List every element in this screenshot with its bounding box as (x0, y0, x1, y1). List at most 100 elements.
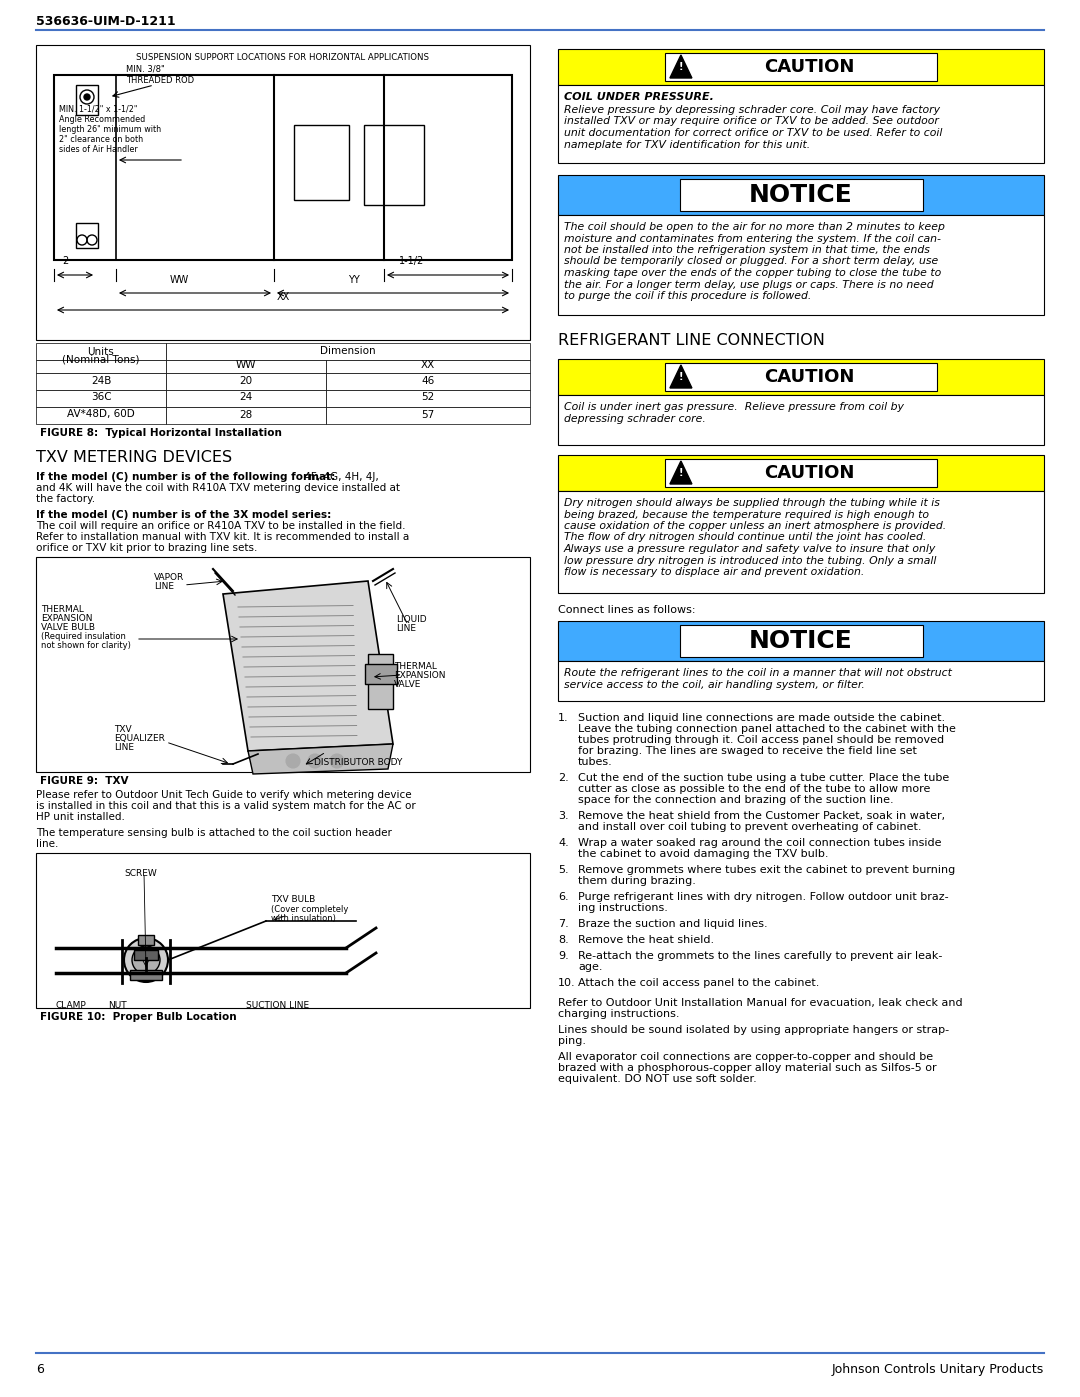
Text: 1-1/2: 1-1/2 (399, 256, 424, 265)
Bar (558, 215, 1044, 314)
Text: 9.: 9. (558, 951, 569, 961)
Text: The temperature sensing bulb is attached to the coil suction header: The temperature sensing bulb is attached… (36, 828, 392, 838)
Bar (36, 854, 530, 1009)
Text: YY: YY (348, 275, 360, 285)
Text: TXV: TXV (114, 725, 132, 733)
Bar (558, 661, 1044, 701)
Text: Refer to installation manual with TXV kit. It is recommended to install a: Refer to installation manual with TXV ki… (36, 532, 409, 542)
Bar (36, 360, 166, 373)
Text: 36C: 36C (91, 393, 111, 402)
Text: REFRIGERANT LINE CONNECTION: REFRIGERANT LINE CONNECTION (558, 332, 825, 348)
Text: being brazed, because the temperature required is high enough to: being brazed, because the temperature re… (564, 510, 929, 520)
Bar (665, 53, 937, 81)
Text: CLAMP: CLAMP (56, 1002, 86, 1010)
Text: tubes protruding through it. Coil access panel should be removed: tubes protruding through it. Coil access… (578, 735, 944, 745)
Bar (364, 124, 424, 205)
Text: 28: 28 (240, 409, 253, 419)
Bar (326, 407, 530, 425)
Text: Angle Recommended: Angle Recommended (59, 115, 145, 124)
Text: 2" clearance on both: 2" clearance on both (59, 136, 144, 144)
Text: brazed with a phosphorous-copper alloy material such as Silfos-5 or: brazed with a phosphorous-copper alloy m… (558, 1063, 936, 1073)
Text: Braze the suction and liquid lines.: Braze the suction and liquid lines. (578, 919, 768, 929)
Text: (Required insulation: (Required insulation (41, 631, 126, 641)
Bar (558, 85, 1044, 163)
Text: MIN. 3/8": MIN. 3/8" (126, 64, 165, 73)
Text: orifice or TXV kit prior to brazing line sets.: orifice or TXV kit prior to brazing line… (36, 543, 257, 553)
Text: MIN. 1-1/2" x 1-1/2": MIN. 1-1/2" x 1-1/2" (59, 105, 137, 115)
Text: 8.: 8. (558, 935, 569, 944)
Text: NUT: NUT (108, 1002, 126, 1010)
Text: Dry nitrogen should always be supplied through the tubing while it is: Dry nitrogen should always be supplied t… (564, 497, 940, 509)
Text: Johnson Controls Unitary Products: Johnson Controls Unitary Products (832, 1363, 1044, 1376)
Text: Purge refrigerant lines with dry nitrogen. Follow outdoor unit braz-: Purge refrigerant lines with dry nitroge… (578, 893, 948, 902)
Bar (166, 407, 326, 425)
Text: 2: 2 (62, 256, 68, 265)
Text: NOTICE: NOTICE (750, 629, 853, 652)
Text: CAUTION: CAUTION (764, 59, 854, 75)
Bar (36, 557, 530, 773)
Text: WW: WW (170, 275, 189, 285)
Text: If the model (C) number is of the following format:: If the model (C) number is of the follow… (36, 472, 335, 482)
Text: If the model (C) number is of the 3X model series:: If the model (C) number is of the 3X mod… (36, 510, 332, 520)
Bar (138, 935, 154, 944)
Bar (36, 390, 166, 407)
Text: 5.: 5. (558, 865, 569, 875)
Text: XX: XX (421, 360, 435, 370)
Bar (130, 970, 162, 981)
Text: EQUALIZER: EQUALIZER (114, 733, 165, 743)
Text: FIGURE 10:  Proper Bulb Location: FIGURE 10: Proper Bulb Location (40, 1011, 237, 1023)
Text: charging instructions.: charging instructions. (558, 1009, 679, 1018)
Text: SCREW: SCREW (124, 869, 157, 877)
Text: the air. For a longer term delay, use plugs or caps. There is no need: the air. For a longer term delay, use pl… (564, 279, 933, 289)
Text: CAUTION: CAUTION (764, 367, 854, 386)
Bar (36, 45, 530, 339)
Bar (166, 390, 326, 407)
Text: 7.: 7. (558, 919, 569, 929)
Text: depressing schrader core.: depressing schrader core. (564, 414, 706, 423)
Text: The coil should be open to the air for no more than 2 minutes to keep: The coil should be open to the air for n… (564, 222, 945, 232)
Text: FIGURE 8:  Typical Horizontal Installation: FIGURE 8: Typical Horizontal Installatio… (40, 427, 282, 439)
Text: for brazing. The lines are swaged to receive the field line set: for brazing. The lines are swaged to rec… (578, 746, 917, 756)
Text: Cut the end of the suction tube using a tube cutter. Place the tube: Cut the end of the suction tube using a … (578, 773, 949, 782)
Polygon shape (248, 745, 393, 774)
Text: service access to the coil, air handling system, or filter.: service access to the coil, air handling… (564, 679, 865, 690)
Bar (558, 175, 1044, 215)
Bar (679, 624, 922, 657)
Text: is installed in this coil and that this is a valid system match for the AC or: is installed in this coil and that this … (36, 800, 416, 812)
Bar (326, 390, 530, 407)
Text: THERMAL: THERMAL (41, 605, 84, 615)
Bar (679, 179, 922, 211)
Text: space for the connection and brazing of the suction line.: space for the connection and brazing of … (578, 795, 893, 805)
Text: LIQUID: LIQUID (396, 615, 427, 624)
Text: Remove the heat shield.: Remove the heat shield. (578, 935, 714, 944)
Text: 10.: 10. (558, 978, 576, 988)
Text: FIGURE 9:  TXV: FIGURE 9: TXV (40, 775, 129, 787)
Text: low pressure dry nitrogen is introduced into the tubing. Only a small: low pressure dry nitrogen is introduced … (564, 556, 936, 566)
Text: moisture and contaminates from entering the system. If the coil can-: moisture and contaminates from entering … (564, 233, 941, 243)
Circle shape (124, 937, 168, 982)
Bar (558, 395, 1044, 446)
Text: WW: WW (235, 360, 256, 370)
Circle shape (308, 754, 322, 768)
Polygon shape (670, 54, 692, 78)
Text: CAUTION: CAUTION (764, 464, 854, 482)
Polygon shape (670, 365, 692, 388)
Bar (294, 124, 349, 200)
Text: unit documentation for correct orifice or TXV to be used. Refer to coil: unit documentation for correct orifice o… (564, 129, 943, 138)
Bar (36, 407, 166, 425)
Bar (665, 363, 937, 391)
Text: not shown for clarity): not shown for clarity) (41, 641, 131, 650)
Text: SUCTION LINE: SUCTION LINE (246, 1002, 309, 1010)
Text: and 4K will have the coil with R410A TXV metering device installed at: and 4K will have the coil with R410A TXV… (36, 483, 400, 493)
Text: masking tape over the ends of the copper tubing to close the tube to: masking tape over the ends of the copper… (564, 268, 942, 278)
Text: Connect lines as follows:: Connect lines as follows: (558, 605, 696, 615)
Text: installed TXV or may require orifice or TXV to be added. See outdoor: installed TXV or may require orifice or … (564, 116, 939, 127)
Text: Dimension: Dimension (320, 345, 376, 355)
Text: not be installed into the refrigeration system in that time, the ends: not be installed into the refrigeration … (564, 244, 930, 256)
Bar (166, 344, 530, 360)
Text: LINE: LINE (154, 583, 174, 591)
Text: LINE: LINE (114, 743, 134, 752)
Text: EXPANSION: EXPANSION (41, 615, 93, 623)
Text: TXV BULB: TXV BULB (271, 895, 315, 904)
Text: XX: XX (276, 292, 289, 302)
